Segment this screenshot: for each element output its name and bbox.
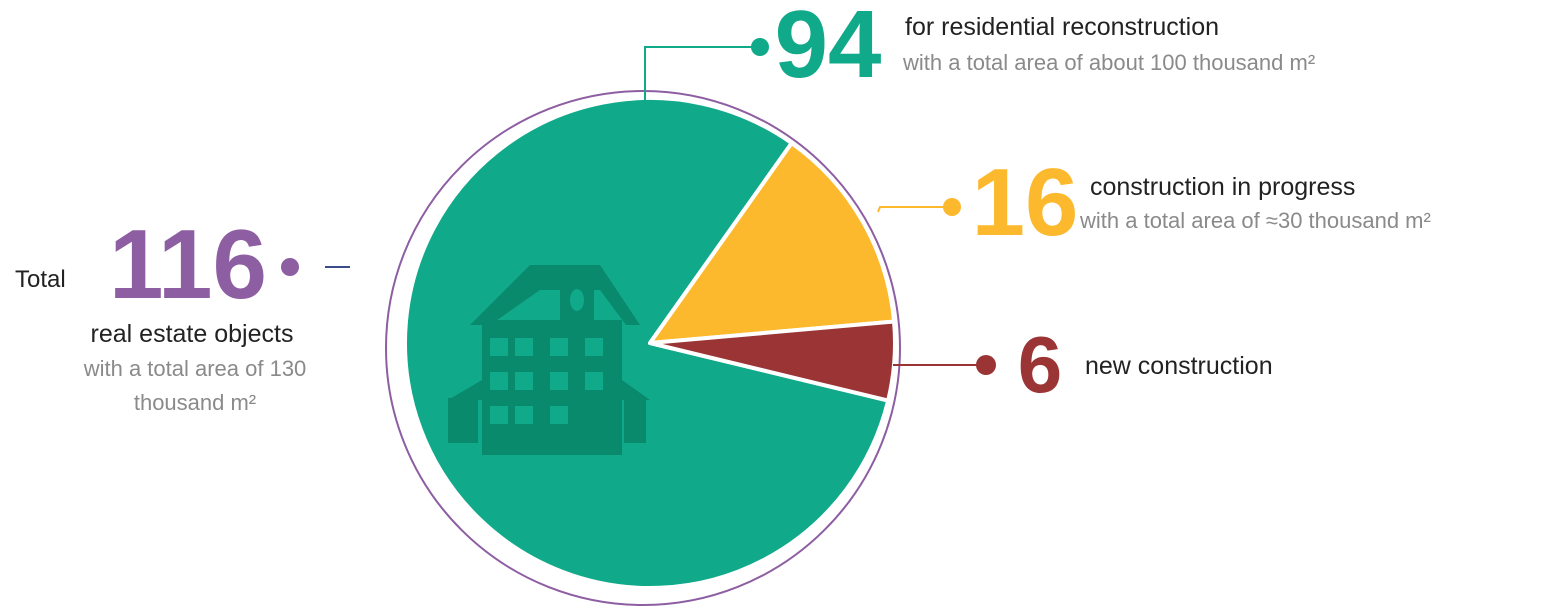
- slice-subtitle: with a total area of about 100 thousand …: [902, 50, 1315, 75]
- total-value: 116: [109, 209, 267, 319]
- leader-line: [644, 46, 760, 105]
- total-note: with a total area of 130 thousand m²: [83, 356, 307, 415]
- slice-value: 6: [1018, 320, 1063, 409]
- slice-category: for residential reconstruction: [905, 13, 1219, 41]
- leader-dot: [751, 38, 769, 56]
- total-caption: real estate objects: [91, 320, 294, 348]
- slice-category: construction in progress: [1090, 173, 1355, 201]
- slice-value: 16: [972, 149, 1079, 256]
- outer-ring: [385, 90, 901, 606]
- slice-value: 94: [775, 0, 882, 98]
- pie-slice: [648, 319, 897, 403]
- leader-line: [877, 206, 950, 213]
- slice-category: new construction: [1085, 352, 1273, 380]
- leader-dot: [976, 355, 996, 375]
- pie: [403, 96, 897, 590]
- total-note-box: with a total area of 130 thousand m²: [83, 356, 307, 415]
- slice-labels: 94 for residential reconstruction with a t…: [775, 0, 1431, 409]
- total-dot: [281, 258, 299, 276]
- leader-dot: [943, 198, 961, 216]
- slice-subtitle: with a total area of ≈30 thousand m²: [1079, 208, 1431, 233]
- building-windows: [490, 289, 603, 424]
- total-label: Total: [15, 266, 66, 293]
- pie-slice: [648, 141, 897, 345]
- pie-slice: [403, 96, 891, 590]
